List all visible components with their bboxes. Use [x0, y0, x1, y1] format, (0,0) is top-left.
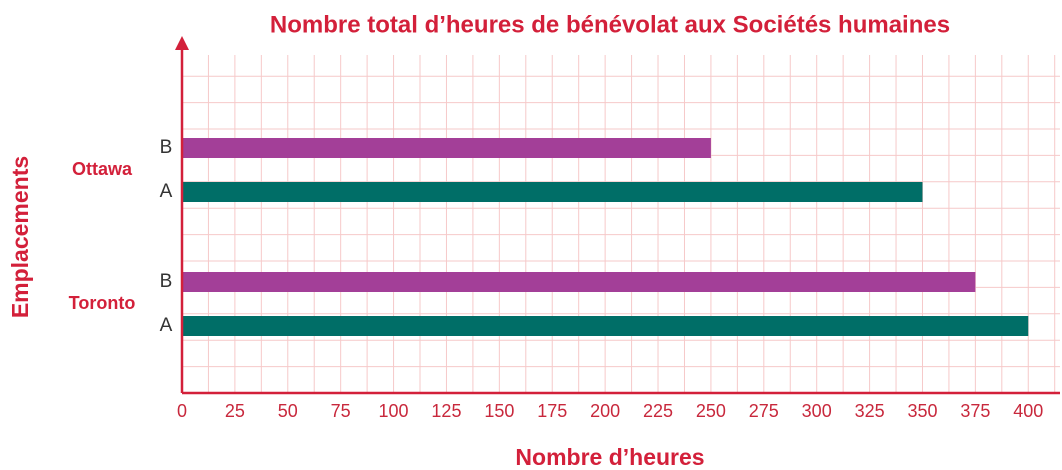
x-tick-label: 200	[590, 401, 620, 421]
x-tick-label: 125	[431, 401, 461, 421]
x-tick-label: 100	[379, 401, 409, 421]
x-tick-label: 400	[1013, 401, 1043, 421]
x-tick-label: 300	[802, 401, 832, 421]
bar	[182, 316, 1029, 336]
x-tick-label: 25	[225, 401, 245, 421]
x-tick-label: 250	[696, 401, 726, 421]
x-tick-label: 0	[177, 401, 187, 421]
x-tick-label: 275	[749, 401, 779, 421]
bar	[182, 182, 923, 202]
x-axis-label: Nombre d’heures	[515, 444, 704, 470]
x-tick-label: 50	[278, 401, 298, 421]
series-label: A	[160, 315, 173, 336]
axis-arrow	[175, 36, 189, 50]
x-tick-label: 150	[484, 401, 514, 421]
plot	[182, 138, 1029, 336]
series-label: B	[160, 271, 173, 292]
bar	[182, 138, 711, 158]
x-tick-label: 350	[907, 401, 937, 421]
chart-title: Nombre total d’heures de bénévolat aux S…	[270, 11, 950, 38]
category-label: Toronto	[69, 293, 136, 313]
x-tick-label: 175	[537, 401, 567, 421]
y-axis-label: Emplacements	[7, 156, 33, 318]
bar	[182, 272, 976, 292]
series-label: A	[160, 181, 173, 202]
series-label: B	[160, 137, 173, 158]
x-tick-label: 225	[643, 401, 673, 421]
x-tick-label: 75	[331, 401, 351, 421]
x-tick-label: 375	[960, 401, 990, 421]
x-tick-label: 325	[855, 401, 885, 421]
grid	[181, 55, 1060, 393]
category-label: Ottawa	[72, 159, 133, 179]
